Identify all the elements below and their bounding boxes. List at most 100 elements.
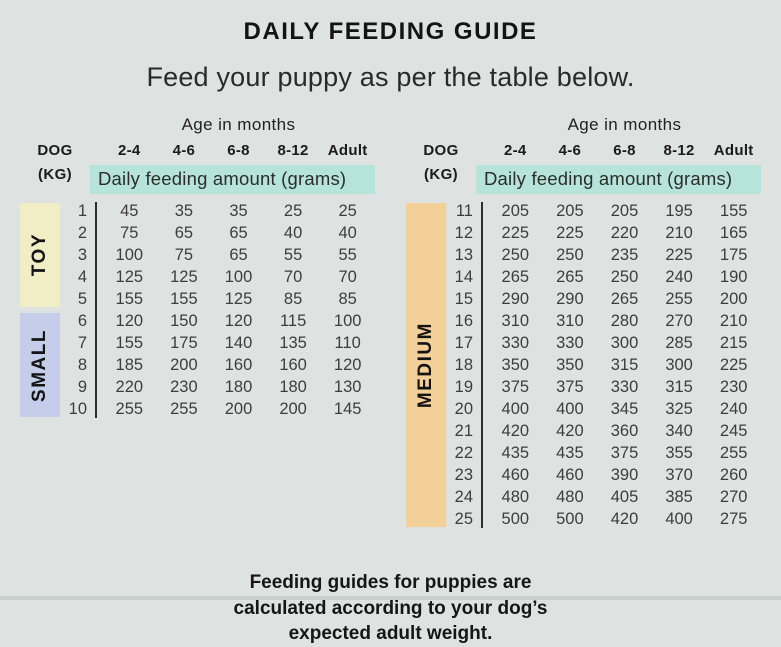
daily-feeding-amount-label: Daily feeding amount (grams) (476, 165, 761, 194)
feeding-amount-cell: 160 (279, 356, 307, 374)
feeding-amount-cell: 390 (610, 466, 639, 484)
feeding-amount-cell: 315 (665, 378, 693, 396)
feeding-amount-cell: 300 (610, 334, 639, 352)
age-in-months-label: Age in months (181, 115, 296, 134)
feeding-amount-cell: 300 (665, 356, 693, 374)
feeding-amount-cell: 310 (556, 312, 584, 330)
feeding-amount-cell: 270 (719, 488, 748, 506)
column-divider (95, 202, 97, 418)
dog-weight-kg: 22 (454, 444, 473, 462)
footnote: Feeding guides for puppies are calculate… (233, 572, 548, 645)
dog-weight-kg: 1 (77, 202, 87, 220)
feeding-amount-cell: 65 (174, 224, 194, 242)
feeding-amount-cell: 265 (610, 290, 639, 308)
feeding-amount-cell: 150 (170, 312, 198, 330)
feeding-amount-cell: 140 (224, 334, 253, 352)
age-in-months-label: Age in months (567, 115, 682, 134)
dog-weight-kg: 15 (454, 290, 473, 308)
dog-weight-kg: 18 (454, 356, 473, 374)
feeding-amount-cell: 255 (665, 290, 693, 308)
col-header-2-4: 2-4 (504, 142, 527, 159)
dog-weight-kg: 10 (68, 400, 87, 418)
feeding-amount-cell: 435 (556, 444, 584, 462)
feeding-amount-cell: 290 (556, 290, 584, 308)
feeding-amount-cell: 275 (719, 510, 748, 528)
feeding-amount-cell: 225 (665, 246, 693, 264)
feeding-amount-cell: 205 (501, 202, 530, 220)
feeding-amount-cell: 330 (501, 334, 530, 352)
feeding-amount-cell: 480 (501, 488, 530, 506)
tables-container: Age in months DOG (KG) 2-4 4-6 6-8 8-12 … (15, 115, 766, 530)
feeding-amount-cell: 500 (556, 510, 584, 528)
feeding-amount-cell: 265 (501, 268, 530, 286)
feeding-amount-cell: 45 (120, 202, 139, 220)
feeding-table-toy-small: Age in months DOG (KG) 2-4 4-6 6-8 8-12 … (15, 115, 375, 420)
feeding-amount-cell: 435 (501, 444, 530, 462)
col-header-adult: Adult (327, 142, 368, 159)
feeding-amount-cell: 260 (719, 466, 748, 484)
feeding-amount-cell: 330 (610, 378, 639, 396)
dog-weight-kg: 14 (454, 268, 473, 286)
feeding-amount-cell: 220 (610, 224, 639, 242)
dog-weight-kg: 3 (77, 246, 87, 264)
feeding-amount-cell: 400 (665, 510, 693, 528)
feeding-amount-cell: 500 (501, 510, 530, 528)
col-header-4-6: 4-6 (558, 142, 582, 159)
feeding-amount-cell: 155 (115, 290, 144, 308)
feeding-amount-cell: 375 (501, 378, 530, 396)
feeding-amount-cell: 55 (338, 246, 357, 264)
table-header-left: DOG (KG) 2-4 4-6 6-8 8-12 Adult Daily fe… (15, 142, 375, 194)
feeding-amount-cell: 255 (115, 400, 144, 418)
feeding-amount-cell: 240 (719, 400, 748, 418)
feeding-amount-cell: 85 (283, 290, 303, 308)
feeding-amount-cell: 195 (665, 202, 693, 220)
feeding-amount-cell: 240 (665, 268, 693, 286)
bottom-edge-bar (0, 596, 781, 600)
feeding-amount-cell: 65 (229, 224, 248, 242)
dog-label: DOG (423, 142, 459, 159)
feeding-amount-cell: 235 (610, 246, 639, 264)
page-title: DAILY FEEDING GUIDE (243, 18, 538, 45)
feeding-grid-right: MEDIUM 11 205 205 205 195 155 12 225 225 220 210 165… (401, 200, 761, 530)
feeding-amount-cell: 370 (665, 466, 693, 484)
feeding-amount-cell: 355 (665, 444, 693, 462)
weight-class-band-medium: MEDIUM (406, 203, 446, 527)
feeding-amount-cell: 315 (610, 356, 639, 374)
dog-weight-kg: 16 (454, 312, 473, 330)
feeding-amount-cell: 200 (170, 356, 198, 374)
feeding-amount-cell: 250 (556, 246, 584, 264)
dog-weight-kg: 9 (77, 378, 87, 396)
feeding-amount-cell: 375 (556, 378, 584, 396)
feeding-amount-cell: 265 (556, 268, 584, 286)
kg-label: (KG) (37, 166, 73, 183)
weight-class-band-toy: TOY (20, 203, 60, 307)
dog-weight-kg: 5 (77, 290, 87, 308)
feeding-amount-cell: 85 (338, 290, 357, 308)
col-header-8-12: 8-12 (663, 142, 695, 159)
dog-weight-kg: 12 (454, 224, 473, 242)
table-header-right: DOG (KG) 2-4 4-6 6-8 8-12 Adult Daily fe… (401, 142, 761, 194)
feeding-amount-cell: 175 (719, 246, 748, 264)
col-header-2-4: 2-4 (118, 142, 141, 159)
page-subtitle: Feed your puppy as per the table below. (146, 62, 635, 92)
feeding-amount-cell: 160 (224, 356, 253, 374)
dog-weight-kg: 19 (454, 378, 473, 396)
feeding-amount-cell: 350 (501, 356, 530, 374)
daily-feeding-amount-label: Daily feeding amount (grams) (90, 165, 375, 194)
feeding-amount-cell: 200 (719, 290, 748, 308)
feeding-amount-cell: 180 (279, 378, 307, 396)
dog-weight-kg: 4 (77, 268, 87, 286)
feeding-amount-cell: 120 (224, 312, 253, 330)
feeding-amount-cell: 40 (283, 224, 303, 242)
feeding-amount-cell: 100 (115, 246, 144, 264)
col-header-6-8: 6-8 (613, 142, 636, 159)
feeding-amount-cell: 100 (224, 268, 253, 286)
feeding-amount-cell: 25 (283, 202, 303, 220)
col-header-adult: Adult (713, 142, 754, 159)
feeding-amount-cell: 330 (556, 334, 584, 352)
feeding-amount-cell: 460 (556, 466, 584, 484)
dog-weight-kg: 24 (454, 488, 473, 506)
feeding-amount-cell: 205 (610, 202, 639, 220)
col-header-4-6: 4-6 (172, 142, 196, 159)
dog-weight-kg: 8 (77, 356, 87, 374)
